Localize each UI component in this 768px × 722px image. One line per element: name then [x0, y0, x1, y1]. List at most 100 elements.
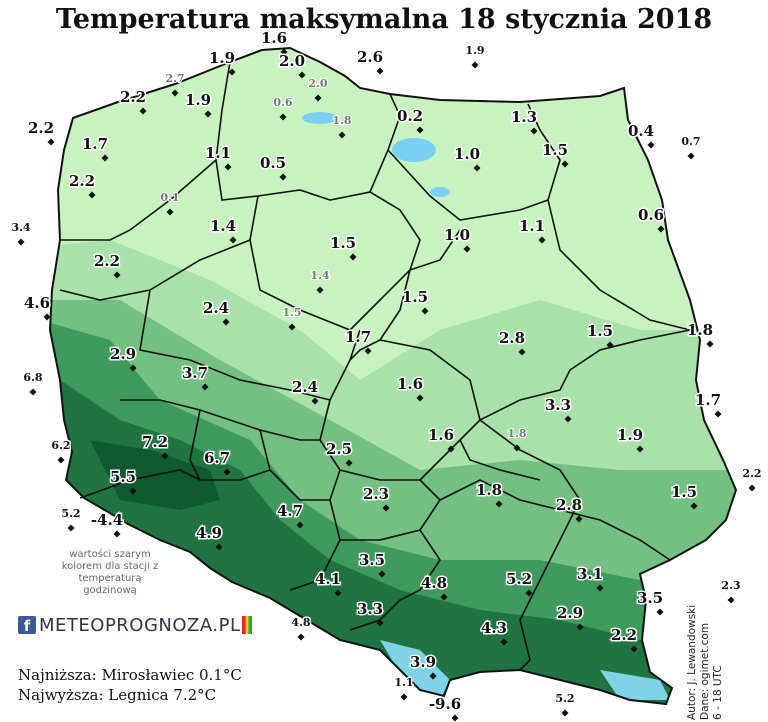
- station-marker: [88, 191, 96, 199]
- station-marker: [223, 468, 231, 476]
- station-marker: [43, 313, 51, 321]
- station-value: 2.7: [165, 72, 184, 85]
- station-value: 0.4: [628, 122, 654, 140]
- station-value: 4.1: [315, 570, 341, 588]
- station-41: 6.8: [22, 370, 44, 396]
- station-3: 2.6: [355, 47, 385, 75]
- station-marker: [349, 253, 357, 261]
- station-marker: [378, 570, 386, 578]
- station-marker: [345, 459, 353, 467]
- station-marker: [471, 61, 479, 69]
- station-marker: [525, 589, 533, 597]
- station-39: 2.9: [108, 344, 138, 372]
- station-marker: [204, 110, 212, 118]
- station-35: 1.7: [343, 327, 373, 355]
- station-66: 5.2: [504, 569, 534, 597]
- station-50: 7.2: [140, 432, 170, 460]
- station-value: 1.5: [330, 234, 356, 252]
- station-value: 1.9: [617, 426, 643, 444]
- station-value: 4.3: [481, 619, 507, 637]
- station-value: 6.2: [51, 439, 70, 452]
- station-value: 2.2: [94, 252, 120, 270]
- station-2: 2.0: [277, 51, 307, 79]
- station-value: 2.8: [556, 496, 582, 514]
- station-57: 2.3: [361, 484, 391, 512]
- station-value: 1.1: [519, 217, 545, 235]
- station-marker: [687, 152, 695, 160]
- station-value: 1.7: [695, 391, 721, 409]
- station-value: 1.5: [671, 483, 697, 501]
- meteoprognoza-logo: f METEOPROGNOZA.PL: [18, 612, 253, 638]
- station-marker: [500, 638, 508, 646]
- station-marker: [229, 236, 237, 244]
- station-value: 0.2: [397, 107, 423, 125]
- station-9: 1.9: [183, 90, 213, 118]
- station-0: 1.6: [259, 28, 289, 56]
- station-marker: [139, 107, 147, 115]
- station-marker: [518, 348, 526, 356]
- station-marker: [101, 154, 109, 162]
- station-value: 2.2: [120, 88, 146, 106]
- station-14: 0.7: [680, 134, 702, 160]
- station-15: 2.2: [26, 118, 56, 146]
- station-marker: [656, 608, 664, 616]
- max-temperature: Najwyższa: Legnica 7.2°C: [18, 686, 217, 704]
- station-marker: [314, 94, 322, 102]
- station-marker: [228, 68, 236, 76]
- station-46: 1.6: [426, 425, 456, 453]
- station-marker: [421, 307, 429, 315]
- station-64: 4.1: [313, 569, 343, 597]
- station-4: 1.9: [464, 43, 486, 69]
- station-value: 2.8: [499, 329, 525, 347]
- station-value: 2.5: [326, 440, 352, 458]
- station-67: 3.1: [575, 564, 605, 592]
- station-8: 2.2: [118, 87, 148, 115]
- station-value: 5.2: [61, 507, 80, 520]
- station-value: 3.1: [577, 565, 603, 583]
- station-value: 1.0: [444, 226, 470, 244]
- station-36: 2.8: [497, 328, 527, 356]
- station-56: 1.5: [669, 482, 699, 510]
- station-6: 2.0: [307, 76, 329, 102]
- station-25: 1.4: [208, 216, 238, 244]
- station-marker: [129, 487, 137, 495]
- station-48: 1.9: [615, 425, 645, 453]
- station-value: 5.5: [110, 468, 136, 486]
- station-marker: [334, 589, 342, 597]
- station-marker: [316, 286, 324, 294]
- station-value: 1.7: [82, 135, 108, 153]
- station-marker: [47, 138, 55, 146]
- station-value: -9.6: [429, 695, 461, 713]
- station-marker: [576, 623, 584, 631]
- station-77: -9.6: [427, 694, 463, 722]
- station-marker: [29, 388, 37, 396]
- station-marker: [364, 347, 372, 355]
- credit-author: Autor: J. Lewandowski: [686, 604, 698, 720]
- station-68: 2.3: [720, 578, 742, 604]
- station-52: 6.7: [202, 448, 232, 476]
- station-5: 2.7: [164, 71, 186, 97]
- gray-values-note: wartości szarym kolorem dla stacji z tem…: [61, 549, 159, 596]
- station-value: 3.5: [637, 589, 663, 607]
- station-marker: [338, 131, 346, 139]
- station-63: 3.5: [357, 550, 387, 578]
- station-75: 3.9: [408, 652, 438, 680]
- station-value: 0.6: [638, 206, 664, 224]
- station-44: 1.7: [693, 390, 723, 418]
- station-7: 0.6: [272, 95, 294, 121]
- credit-data: Dane: ogimet.com: [699, 622, 711, 720]
- station-32: 2.4: [201, 298, 231, 326]
- station-42: 2.4: [290, 377, 320, 405]
- station-70: 3.5: [635, 588, 665, 616]
- station-29: 2.2: [92, 251, 122, 279]
- station-marker: [297, 633, 305, 641]
- station-31: 4.6: [22, 293, 52, 321]
- station-marker: [690, 502, 698, 510]
- station-53: 2.2: [741, 466, 763, 492]
- station-value: 4.9: [196, 524, 222, 542]
- station-38: 1.8: [685, 320, 715, 348]
- station-61: 4.7: [275, 501, 305, 529]
- station-value: 4.8: [421, 574, 447, 592]
- station-marker: [561, 709, 569, 717]
- station-marker: [376, 67, 384, 75]
